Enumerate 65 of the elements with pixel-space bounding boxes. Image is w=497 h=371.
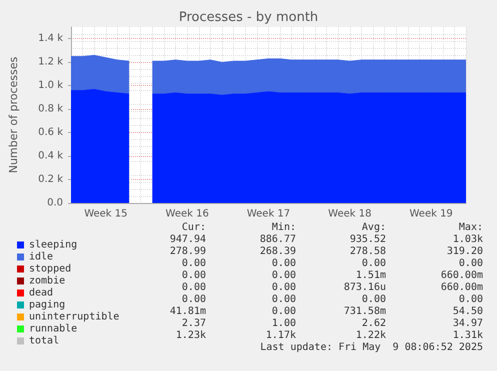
legend-label: idle: [29, 252, 54, 262]
text: Max:: [458, 222, 483, 234]
text: 0.00: [182, 294, 206, 306]
x-tick-label: Week 19: [409, 208, 453, 220]
text: 1.51m: [356, 270, 386, 282]
text: 0.00: [458, 294, 483, 306]
text: Cur:: [182, 222, 206, 234]
legend-label: total: [29, 336, 60, 346]
text: 0.00: [182, 258, 206, 270]
text: 0.00: [182, 282, 206, 294]
text: 278.58: [350, 246, 386, 258]
text: 0.00: [362, 294, 386, 306]
x-tick-label: Week 16: [166, 208, 209, 220]
text: 268.39: [260, 246, 296, 258]
y-tick-label: 1.0 k: [38, 80, 64, 92]
text: 54.50: [452, 306, 483, 318]
text: 660.00m: [440, 270, 483, 282]
text: 1.00: [272, 318, 296, 330]
text: 0.00: [272, 294, 296, 306]
y-axis-title: Number of processes: [7, 56, 20, 174]
text: 947.94: [170, 234, 206, 246]
text: 0.00: [362, 258, 386, 270]
text: 0.00: [182, 270, 206, 282]
y-tick-label: 0.4 k: [38, 150, 64, 162]
text: 886.77: [260, 234, 296, 246]
chart-title: Processes - by month: [178, 10, 318, 25]
y-tick-label: 1.2 k: [38, 56, 64, 68]
text: 1.22k: [356, 330, 386, 342]
legend-label: uninterruptible: [29, 312, 120, 322]
text: 1.17k: [266, 330, 296, 342]
y-tick-label: 0.6 k: [38, 127, 64, 138]
text: Last update: Fri May 9 08:06:52 2025: [260, 342, 483, 354]
y-tick-label: 0.0: [47, 198, 63, 208]
legend-label: stopped: [29, 264, 72, 274]
text: 278.99: [170, 246, 206, 258]
y-tick-label: 1.4 k: [38, 33, 64, 44]
legend-label: dead: [29, 288, 54, 298]
text: 660.00m: [440, 282, 483, 294]
text: 1.23k: [176, 330, 206, 342]
text: 731.58m: [344, 306, 386, 318]
text: Avg:: [362, 222, 386, 234]
text: 319.20: [446, 246, 483, 258]
x-tick-label: Week 17: [246, 208, 290, 220]
x-tick-label: Week 18: [328, 208, 372, 220]
text: 0.00: [272, 306, 296, 318]
text: 41.81m: [170, 306, 206, 318]
legend-label: paging: [29, 300, 66, 310]
text: 873.16u: [344, 282, 386, 294]
legend-label: sleeping: [29, 240, 78, 250]
legend-label: zombie: [29, 276, 66, 286]
text: 2.62: [362, 318, 386, 330]
legend-label: runnable: [29, 324, 78, 334]
text: 0.00: [272, 258, 296, 270]
text: 1.03k: [452, 234, 483, 246]
x-tick-label: Week 15: [84, 208, 128, 220]
y-tick-label: 0.8 k: [38, 104, 64, 115]
text: 935.52: [350, 234, 386, 246]
text: Min:: [272, 222, 296, 234]
text: 34.97: [452, 318, 483, 330]
text: 1.31k: [452, 330, 483, 342]
text: 0.00: [272, 270, 296, 282]
text: 2.37: [182, 318, 206, 330]
text: 0.00: [458, 258, 483, 270]
text: 0.00: [272, 282, 296, 294]
y-tick-label: 0.2 k: [38, 174, 64, 186]
